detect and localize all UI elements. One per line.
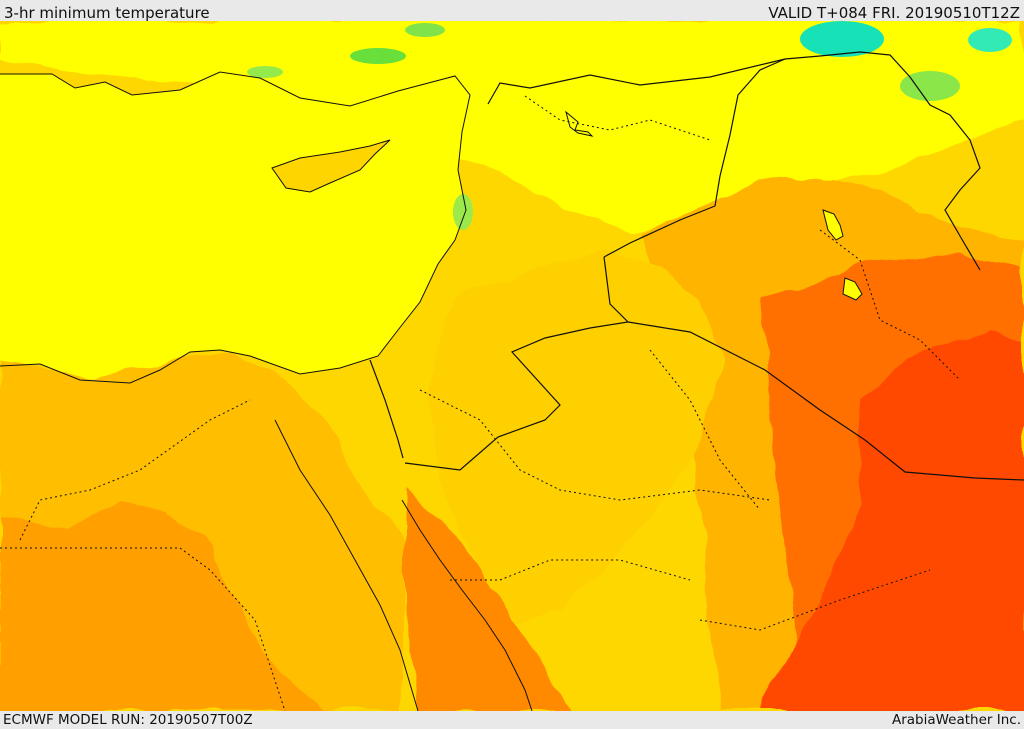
dotted-provincial-boundaries [0, 95, 961, 711]
dotted-boundary-1 [0, 547, 286, 711]
map-header: 3-hr minimum temperature VALID T+084 FRI… [0, 3, 1024, 23]
boundary-turkey-syria [487, 51, 981, 271]
dotted-boundary-5 [699, 569, 931, 631]
interior-light-zone [430, 250, 725, 620]
dotted-boundary-7 [524, 95, 711, 141]
orange-zone-red-sea [405, 490, 570, 711]
model-run: ECMWF MODEL RUN: 20190507T00Z [3, 712, 253, 728]
boundary-syria-iraq [603, 58, 786, 258]
green-patch-north-1 [350, 48, 406, 64]
red-orange-zone-gulf [760, 330, 1024, 711]
cyan-patch-corner [968, 28, 1012, 52]
green-patch-north-2 [247, 66, 283, 78]
valid-time: VALID T+084 FRI. 20190510T12Z [768, 4, 1020, 22]
lake-tharthar [822, 209, 844, 241]
dotted-boundary-6 [819, 229, 961, 381]
temperature-map [0, 21, 1024, 711]
orange-zone-southwest [0, 500, 330, 711]
cyprus-island [271, 139, 391, 193]
coastline-north [0, 71, 471, 384]
boundary-iraq-saudi [627, 321, 1024, 481]
boundary-egypt-israel [369, 359, 404, 459]
map-title: 3-hr minimum temperature [4, 4, 210, 22]
map-footer: ECMWF MODEL RUN: 20190507T00Z ArabiaWeat… [0, 711, 1024, 729]
coastline-red-sea-east [401, 499, 533, 711]
green-patch-northeast [900, 71, 960, 101]
cyan-patch-northeast [800, 21, 884, 57]
green-patch-north-3 [405, 23, 445, 37]
lake-razazah [842, 277, 863, 301]
boundary-jordan-saudi [404, 256, 630, 471]
green-patch-levant [453, 194, 473, 230]
credit-text: ArabiaWeather Inc. [891, 712, 1021, 728]
dotted-boundary-3 [419, 389, 771, 501]
coastline-red-sea-west [274, 419, 419, 711]
temperature-field-svg [0, 21, 1024, 711]
